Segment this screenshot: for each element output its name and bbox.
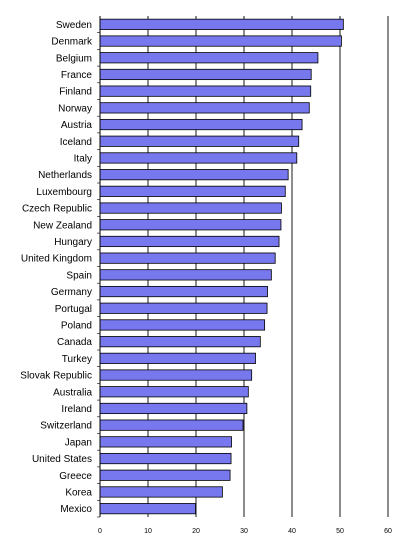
bar-austria bbox=[99, 118, 303, 131]
bar-france bbox=[99, 68, 312, 81]
category-label: Belgium bbox=[56, 53, 92, 64]
category-labels: Sweden Denmark Belgium France Finland Norway A… bbox=[20, 20, 93, 515]
bar-new-zealand bbox=[99, 219, 282, 231]
bar-australia bbox=[99, 386, 249, 398]
category-label: Japan bbox=[65, 437, 92, 448]
bar-denmark bbox=[99, 35, 342, 47]
bar-hungary bbox=[99, 235, 280, 248]
category-label: Australia bbox=[53, 387, 92, 398]
category-label: United Kingdom bbox=[21, 254, 92, 265]
category-label: Sweden bbox=[56, 20, 92, 31]
bars bbox=[99, 18, 344, 515]
bar-iceland bbox=[99, 135, 300, 147]
bar-spain bbox=[99, 269, 272, 281]
x-tick-label: 30 bbox=[240, 528, 248, 535]
x-tick-label: 60 bbox=[384, 528, 392, 535]
x-tick-label: 50 bbox=[336, 528, 344, 535]
bar-poland bbox=[99, 319, 266, 331]
category-label: New Zealand bbox=[33, 220, 92, 231]
category-label: Netherlands bbox=[38, 170, 92, 181]
bar-japan bbox=[99, 436, 232, 448]
bar-turkey bbox=[99, 352, 256, 364]
category-label: Poland bbox=[61, 320, 92, 331]
gridlines bbox=[147, 16, 389, 517]
category-axis bbox=[97, 16, 101, 518]
bar-italy bbox=[99, 152, 298, 164]
bar-korea bbox=[99, 486, 223, 498]
bar-czech-republic bbox=[99, 202, 282, 214]
category-label: Finland bbox=[59, 87, 92, 98]
x-tick-label: 10 bbox=[144, 528, 152, 535]
bar-greece bbox=[99, 469, 231, 481]
bar-canada bbox=[99, 336, 261, 348]
category-label: Switzerland bbox=[40, 421, 92, 432]
category-label: Germany bbox=[51, 287, 92, 298]
category-label: Denmark bbox=[51, 37, 93, 48]
bar-united-states bbox=[99, 452, 232, 465]
bar-switzerland bbox=[99, 419, 244, 431]
category-label: Spain bbox=[66, 270, 92, 281]
x-tick-labels: 0 10 20 30 40 50 60 bbox=[98, 528, 392, 535]
category-label: Canada bbox=[57, 337, 92, 348]
category-label: Korea bbox=[65, 487, 92, 498]
bar-sweden bbox=[99, 18, 344, 30]
category-label: Hungary bbox=[54, 237, 92, 248]
bar-mexico bbox=[99, 503, 196, 515]
bar-finland bbox=[99, 85, 312, 97]
bar-belgium bbox=[99, 52, 319, 64]
category-label: Ireland bbox=[61, 404, 92, 415]
category-label: Slovak Republic bbox=[20, 371, 92, 382]
bar-portugal bbox=[99, 302, 268, 314]
category-label: Czech Republic bbox=[22, 204, 92, 215]
category-label: Greece bbox=[59, 471, 92, 482]
bar-netherlands bbox=[99, 169, 289, 181]
x-tick-label: 0 bbox=[98, 528, 102, 535]
category-label: Mexico bbox=[60, 504, 92, 515]
category-label: United States bbox=[32, 454, 92, 465]
bar-ireland bbox=[99, 402, 248, 415]
category-label: Turkey bbox=[62, 354, 92, 365]
category-label: Austria bbox=[61, 120, 93, 131]
bar-united-kingdom bbox=[99, 252, 276, 264]
category-label: Norway bbox=[58, 103, 92, 114]
bar-luxembourg bbox=[99, 185, 286, 197]
category-label: France bbox=[61, 70, 93, 81]
category-label: Italy bbox=[74, 153, 92, 164]
x-tick-label: 40 bbox=[288, 528, 296, 535]
bar-slovak-republic bbox=[99, 369, 253, 381]
category-label: Portugal bbox=[55, 304, 92, 315]
category-label: Iceland bbox=[60, 137, 92, 148]
bar-norway bbox=[99, 102, 310, 114]
bar-germany bbox=[99, 285, 268, 298]
x-tick-label: 20 bbox=[192, 528, 200, 535]
category-label: Luxembourg bbox=[36, 187, 92, 198]
